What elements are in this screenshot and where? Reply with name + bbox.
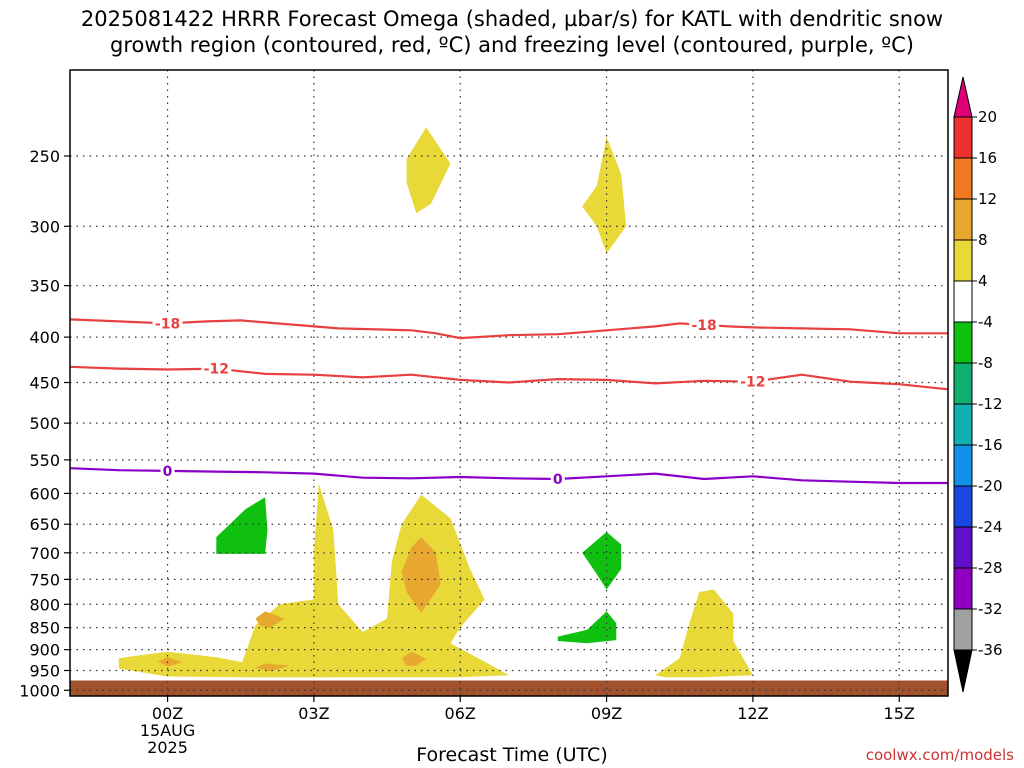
contour-label-1-0: -12	[204, 362, 229, 378]
y-tick-label-650: 650	[29, 515, 60, 534]
y-tick-label-550: 550	[29, 451, 60, 470]
contour-label-bg-2-1	[550, 470, 565, 487]
credit-text: coolwx.com/models	[865, 746, 1014, 764]
colorbar-segment-10	[953, 526, 973, 569]
ground-fill	[70, 680, 948, 696]
omega-region-9	[401, 651, 427, 666]
y-tick-label-350: 350	[29, 277, 60, 296]
colorbar-segment-0	[953, 116, 973, 159]
omega-region-8	[255, 663, 290, 672]
y-tick-label-600: 600	[29, 484, 60, 503]
x-tick-label-15Z: 15Z	[884, 704, 915, 723]
contour-label-2-0: 0	[163, 464, 173, 480]
colorbar-segment-6	[953, 362, 973, 405]
chart-title: 2025081422 HRRR Forecast Omega (shaded, …	[80, 7, 944, 57]
colorbar: 20 16 12 8 4 -4 -8 -12 -16 -20 -24 -28 -32 -36	[953, 76, 1003, 693]
omega-region-1	[582, 137, 627, 254]
colorbar-segment-7	[953, 403, 973, 446]
y-axis: 250 300 350 400 450 500 550 600 650 700 750 800 850 9…	[19, 147, 70, 700]
omega-region-4	[655, 589, 753, 678]
colorbar-label-4: 4	[978, 272, 988, 290]
contour-label-bg-0-1	[689, 316, 720, 333]
contour-label-bg-1-0	[201, 360, 232, 377]
y-tick-label-850: 850	[29, 619, 60, 638]
colorbar-segment-8	[953, 444, 973, 487]
omega-region-0	[406, 127, 451, 214]
x-tick-label-00Z: 00Z	[152, 704, 183, 723]
colorbar-segment-1	[953, 157, 973, 200]
colorbar-segment-4	[953, 280, 973, 323]
colorbar-label-10: -24	[978, 518, 1003, 536]
colorbar-label-9: -20	[978, 477, 1003, 495]
y-tick-label-950: 950	[29, 661, 60, 680]
colorbar-segment-11	[953, 567, 973, 610]
contour-label-bg-2-0	[160, 462, 175, 479]
y-tick-label-800: 800	[29, 595, 60, 614]
colorbar-label-8: -16	[978, 436, 1003, 454]
colorbar-segment-5	[953, 321, 973, 364]
omega-region-6	[255, 611, 285, 628]
omega-region-10	[216, 497, 268, 554]
y-tick-label-500: 500	[29, 414, 60, 433]
contour-label-2-1: 0	[553, 472, 563, 488]
y-tick-label-450: 450	[29, 374, 60, 393]
x-tick-label-12Z: 12Z	[737, 704, 768, 723]
x-tick-sublabel-00Z-0: 15AUG	[140, 721, 195, 740]
colorbar-label-13: -36	[978, 641, 1003, 659]
x-tick-label-09Z: 09Z	[591, 704, 622, 723]
x-tick-sublabel-00Z-1: 2025	[147, 738, 188, 757]
contour-label-bg-1-1	[737, 373, 768, 390]
contour-label-0-1: -18	[691, 318, 716, 334]
colorbar-label-0: 20	[978, 108, 997, 126]
contour-label-bg-0-0	[152, 315, 183, 332]
contour-label-1-1: -12	[740, 375, 765, 391]
colorbar-segment-3	[953, 239, 973, 282]
y-tick-label-700: 700	[29, 544, 60, 563]
colorbar-segment-2	[953, 198, 973, 241]
ground-layer	[70, 680, 948, 696]
colorbar-segment-12	[953, 608, 973, 651]
colorbar-top-triangle	[953, 76, 973, 118]
omega-shading	[118, 127, 753, 678]
x-tick-label-06Z: 06Z	[445, 704, 476, 723]
colorbar-label-5: -4	[978, 313, 993, 331]
colorbar-label-11: -28	[978, 559, 1003, 577]
contour-layer: -18 -18 -12 -12 0 0	[70, 315, 948, 488]
y-tick-label-1000: 1000	[19, 681, 60, 700]
y-tick-label-250: 250	[29, 147, 60, 166]
omega-region-7	[157, 657, 183, 667]
omega-region-12	[557, 611, 617, 644]
colorbar-label-7: -12	[978, 395, 1003, 413]
y-tick-label-400: 400	[29, 328, 60, 347]
x-axis-label: Forecast Time (UTC)	[416, 744, 608, 766]
contour-line-0	[70, 318, 948, 340]
colorbar-segment-9	[953, 485, 973, 528]
contour-line-2	[70, 467, 948, 485]
colorbar-bottom-triangle	[953, 649, 973, 693]
colorbar-label-12: -32	[978, 600, 1003, 618]
omega-region-5	[401, 537, 441, 613]
contour-label-0-0: -18	[155, 316, 180, 332]
x-tick-label-03Z: 03Z	[298, 704, 329, 723]
y-tick-label-900: 900	[29, 641, 60, 660]
colorbar-label-2: 12	[978, 190, 997, 208]
colorbar-label-6: -8	[978, 354, 993, 372]
omega-region-11	[582, 531, 622, 590]
y-tick-label-300: 300	[29, 217, 60, 236]
omega-region-3	[240, 483, 509, 678]
colorbar-label-1: 16	[978, 149, 997, 167]
plot-area: -18 -18 -12 -12 0 0	[70, 70, 948, 696]
y-tick-label-750: 750	[29, 570, 60, 589]
colorbar-label-3: 8	[978, 231, 988, 249]
